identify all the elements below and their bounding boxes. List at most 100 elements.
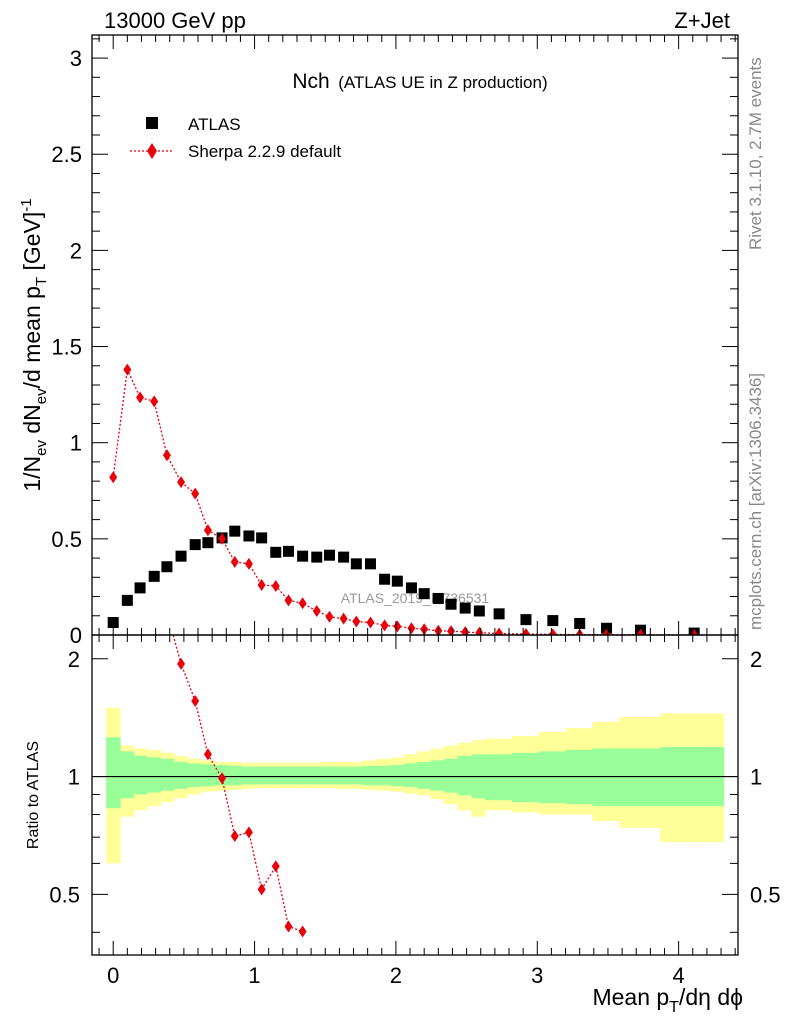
ratio-frame [91,634,739,956]
band-inner-bin [417,761,431,789]
band-inner-bin [147,757,161,793]
legend-sherpa-marker [147,143,157,159]
sherpa-point [407,622,416,635]
ratio-y-tick-label-right: 0.5 [750,882,781,907]
atlas-point [243,530,255,542]
header-right: Z+Jet [674,8,730,33]
atlas-point [229,525,241,537]
atlas-point [297,550,309,562]
plot-title: Nch (ATLAS UE in Z production) [292,70,547,93]
sherpa-point [366,616,375,629]
atlas-point [134,582,146,594]
main-y-tick-label: 1.5 [51,335,82,360]
sherpa-point [203,524,212,537]
sherpa-point [298,597,307,610]
atlas-point [256,532,268,544]
atlas-point [520,614,532,626]
x-tick-label: 2 [390,963,402,988]
sherpa-point [380,619,389,632]
band-inner-bin [200,764,215,787]
band-inner-bin [511,752,540,803]
band-inner-bin [268,766,283,785]
legend: ATLAS Sherpa 2.2.9 default [130,115,341,161]
legend-sherpa-label: Sherpa 2.2.9 default [188,142,341,161]
main-y-tick-label: 0 [70,623,82,648]
sherpa-point [271,579,280,592]
atlas-point [547,615,559,627]
main-y-tick-label: 2.5 [51,142,82,167]
band-inner-bin [403,763,418,788]
x-tick-label: 3 [531,963,543,988]
ratio-sherpa-point [123,424,131,436]
ratio-sherpa-point [203,748,212,761]
main-y-tick-label: 1 [70,431,82,456]
sherpa-point [230,555,239,568]
band-inner-bin [160,758,175,791]
band-inner-bin [362,765,377,786]
ratio-sherpa-point [284,920,293,933]
band-inner-bin [619,748,661,807]
band-inner-bin [390,765,405,787]
atlas-point [202,537,214,549]
sherpa-point [244,557,253,570]
ratio-sherpa-point [136,496,144,508]
atlas-point [338,551,350,563]
atlas-point [379,573,391,585]
sherpa-point [548,628,557,635]
atlas-point [282,545,294,557]
atlas-point [311,551,323,563]
atlas-point [148,570,160,582]
atlas-point [601,622,613,634]
band-inner-bin [349,766,364,785]
band-inner-bin [335,766,350,785]
band-inner-bin [187,763,202,788]
atlas-point [445,598,457,610]
ratio-sherpa-point [109,340,117,352]
main-y-tick-label: 2 [70,238,82,263]
plot-title-main: Nch [292,70,329,93]
sherpa-point [177,476,186,489]
sherpa-point [162,449,171,462]
x-axis-title: Mean pT/dη dϕ [592,984,743,1016]
atlas-point [405,582,417,594]
ratio-sherpa-point [191,694,200,707]
sherpa-point [218,532,227,545]
atlas-point [189,539,201,551]
legend-atlas-label: ATLAS [188,115,241,134]
ratio-y-tick-label: 1 [68,765,80,790]
atlas-point [350,558,362,570]
band-inner-bin [484,754,513,801]
atlas-point [418,588,430,600]
sherpa-point [312,604,321,617]
atlas-point [473,605,485,617]
main-y-tick-label: 0.5 [51,527,82,552]
sherpa-point [136,391,145,404]
sherpa-point [257,579,266,591]
plot-title-sub: (ATLAS UE in Z production) [338,73,547,92]
sherpa-point [325,610,334,623]
sherpa-point [690,629,699,635]
band-inner-bin [376,765,391,786]
ratio-sherpa-point [150,536,158,548]
atlas-point [323,549,335,561]
band-inner-bin [173,761,188,789]
atlas-point [459,602,471,614]
main-series [107,363,700,635]
ratio-y-tick-label-right: 2 [750,647,762,672]
band-inner-bin [227,765,242,786]
band-inner-bin [295,766,310,785]
ratio-sherpa-point [244,826,253,839]
atlas-point [175,550,187,562]
atlas-point [432,592,444,604]
header-left: 13000 GeV pp [104,8,246,33]
main-y-tick-label: 3 [70,46,82,71]
ratio-sherpa-point [177,657,186,670]
legend-atlas-marker [146,117,158,129]
atlas-point [270,546,282,558]
sherpa-point [109,471,118,484]
sherpa-point [150,395,159,408]
band-inner-bin [430,760,445,791]
sherpa-point [284,594,293,607]
ratio-sherpa-point [298,925,307,938]
atlas-point [121,594,133,606]
